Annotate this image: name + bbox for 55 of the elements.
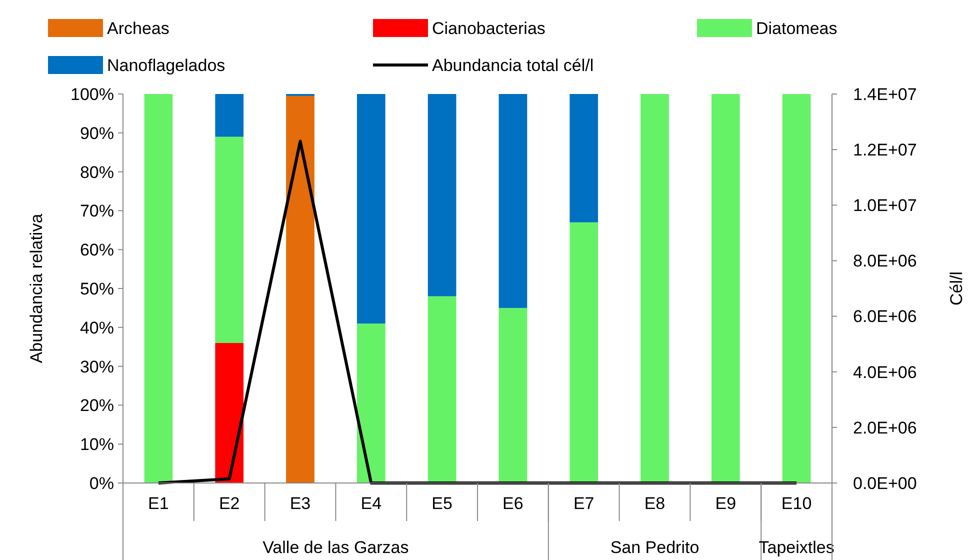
text: Tapeixtles [758,538,834,557]
y-tick-label: 50% [80,279,114,298]
bar [215,136,244,343]
x-tick-label: E3 [290,494,311,513]
x-tick-label: E8 [644,494,666,513]
bar [711,94,740,483]
y2-tick-label: 1.4E+07 [853,84,917,104]
y2-tick-label: 8.0E+06 [853,252,917,271]
bar [498,94,528,308]
y2-tick-label: 0.0E+00 [853,474,917,493]
legend-label: Abundancia total cél/l [432,56,594,75]
y-tick-label: 90% [80,124,114,143]
y-axis-title: Abundancia relativa [27,213,46,364]
x-tick-label: E5 [432,494,452,513]
text: Valle de las Garzas [262,538,409,557]
y2-tick-label: 1.2E+07 [853,140,917,160]
legend-label: Diatomeas [756,18,838,38]
bar [428,296,456,483]
bar [144,94,173,483]
x-tick-label: E6 [502,494,524,513]
x-tick-label: E2 [218,494,240,513]
bar [640,94,669,483]
x-tick-label: E4 [360,494,382,513]
bar [215,94,244,137]
text: San Pedrito [610,538,700,557]
bar [286,96,314,483]
legend-label: Nanoflagelados [107,56,226,75]
y-tick-label: 0% [89,474,114,493]
bar [215,342,244,483]
legend-label: Cianobacterias [432,18,546,38]
y-tick-label: 20% [80,396,114,416]
y-tick-label: 80% [80,162,114,182]
bar [356,324,386,483]
x-tick-label: E1 [148,494,169,513]
y2-tick-label: 6.0E+06 [853,307,917,326]
y-tick-label: 10% [80,435,114,454]
x-tick-label: E7 [573,494,594,513]
y-tick-label: 40% [80,318,114,338]
y-tick-label: 60% [80,240,114,260]
legend-label: Archeas [107,18,170,38]
y-tick-label: 100% [70,84,114,104]
bar [356,94,386,324]
y2-tick-label: 4.0E+06 [853,362,917,382]
x-tick-label: E9 [715,494,736,513]
bar [570,94,598,222]
y2-axis-title: Cél/l [947,271,966,306]
x-tick-label: E10 [781,494,812,513]
y-tick-label: 30% [80,357,114,376]
y2-tick-label: 1.0E+07 [853,196,917,216]
y2-tick-label: 2.0E+06 [853,418,917,438]
bar [782,94,811,483]
bar [428,94,456,296]
y-tick-label: 70% [80,202,114,221]
bar [570,222,598,483]
bar [498,308,528,483]
